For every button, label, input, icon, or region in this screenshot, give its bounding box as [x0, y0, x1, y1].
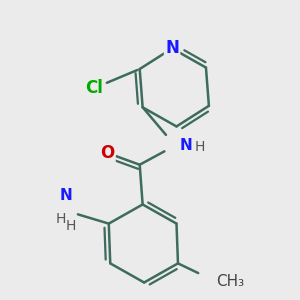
- Text: Cl: Cl: [85, 79, 103, 97]
- Text: O: O: [100, 144, 114, 162]
- Text: H: H: [194, 140, 205, 154]
- Text: H: H: [56, 212, 66, 226]
- Text: N: N: [165, 39, 179, 57]
- Text: CH₃: CH₃: [216, 274, 244, 289]
- Text: N: N: [60, 188, 73, 203]
- Text: N: N: [179, 138, 192, 153]
- Text: H: H: [66, 219, 76, 233]
